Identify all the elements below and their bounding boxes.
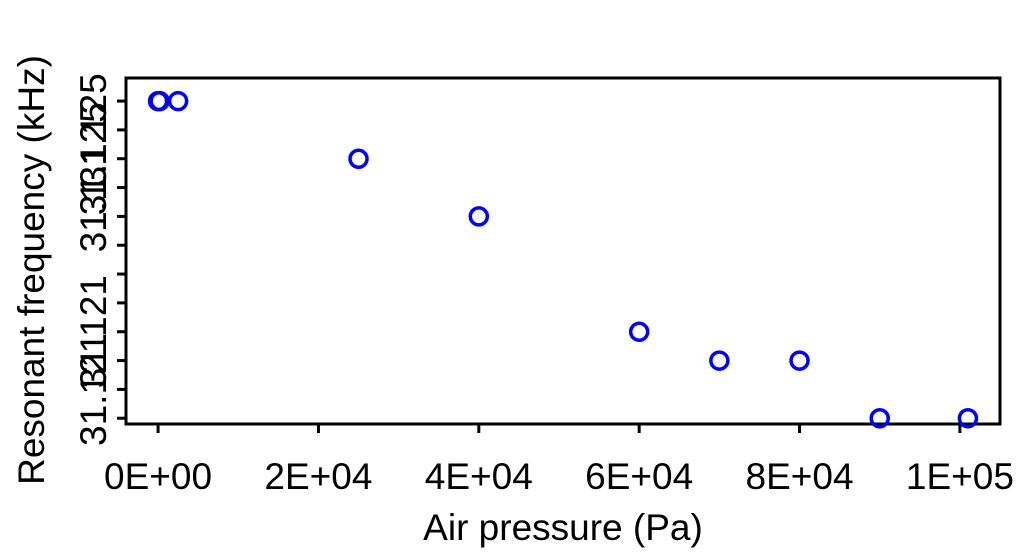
x-tick-label: 6E+04 — [585, 456, 693, 497]
data-point — [869, 407, 890, 429]
data-point — [628, 321, 650, 342]
data-point — [468, 206, 490, 227]
y-tick-label: 31.1 — [73, 180, 114, 252]
data-point — [957, 407, 979, 429]
data-point — [348, 148, 369, 169]
data-point — [789, 350, 810, 371]
x-axis-title: Air pressure (Pa) — [423, 507, 703, 548]
data-point — [709, 350, 730, 371]
x-axis: 0E+00 2E+04 4E+04 6E+04 8E+04 1E+05 — [104, 424, 1014, 497]
y-tick-label: 31.121 — [73, 333, 114, 446]
data-points — [147, 90, 979, 429]
data-point — [167, 90, 189, 112]
x-tick-label: 1E+05 — [906, 456, 1014, 497]
plot-frame — [124, 76, 1002, 426]
y-tick-label: 31.125 — [73, 73, 114, 186]
x-tick-label: 4E+04 — [425, 456, 533, 497]
x-tick-label: 2E+04 — [264, 456, 372, 497]
x-tick-label: 0E+00 — [104, 456, 212, 497]
y-tick-label: 31.121 — [73, 275, 114, 388]
y-tick-label: 31.125 — [73, 102, 114, 215]
y-axis-title: Resonant frequency (kHz) — [11, 55, 52, 485]
x-tick-label: 8E+04 — [746, 456, 854, 497]
